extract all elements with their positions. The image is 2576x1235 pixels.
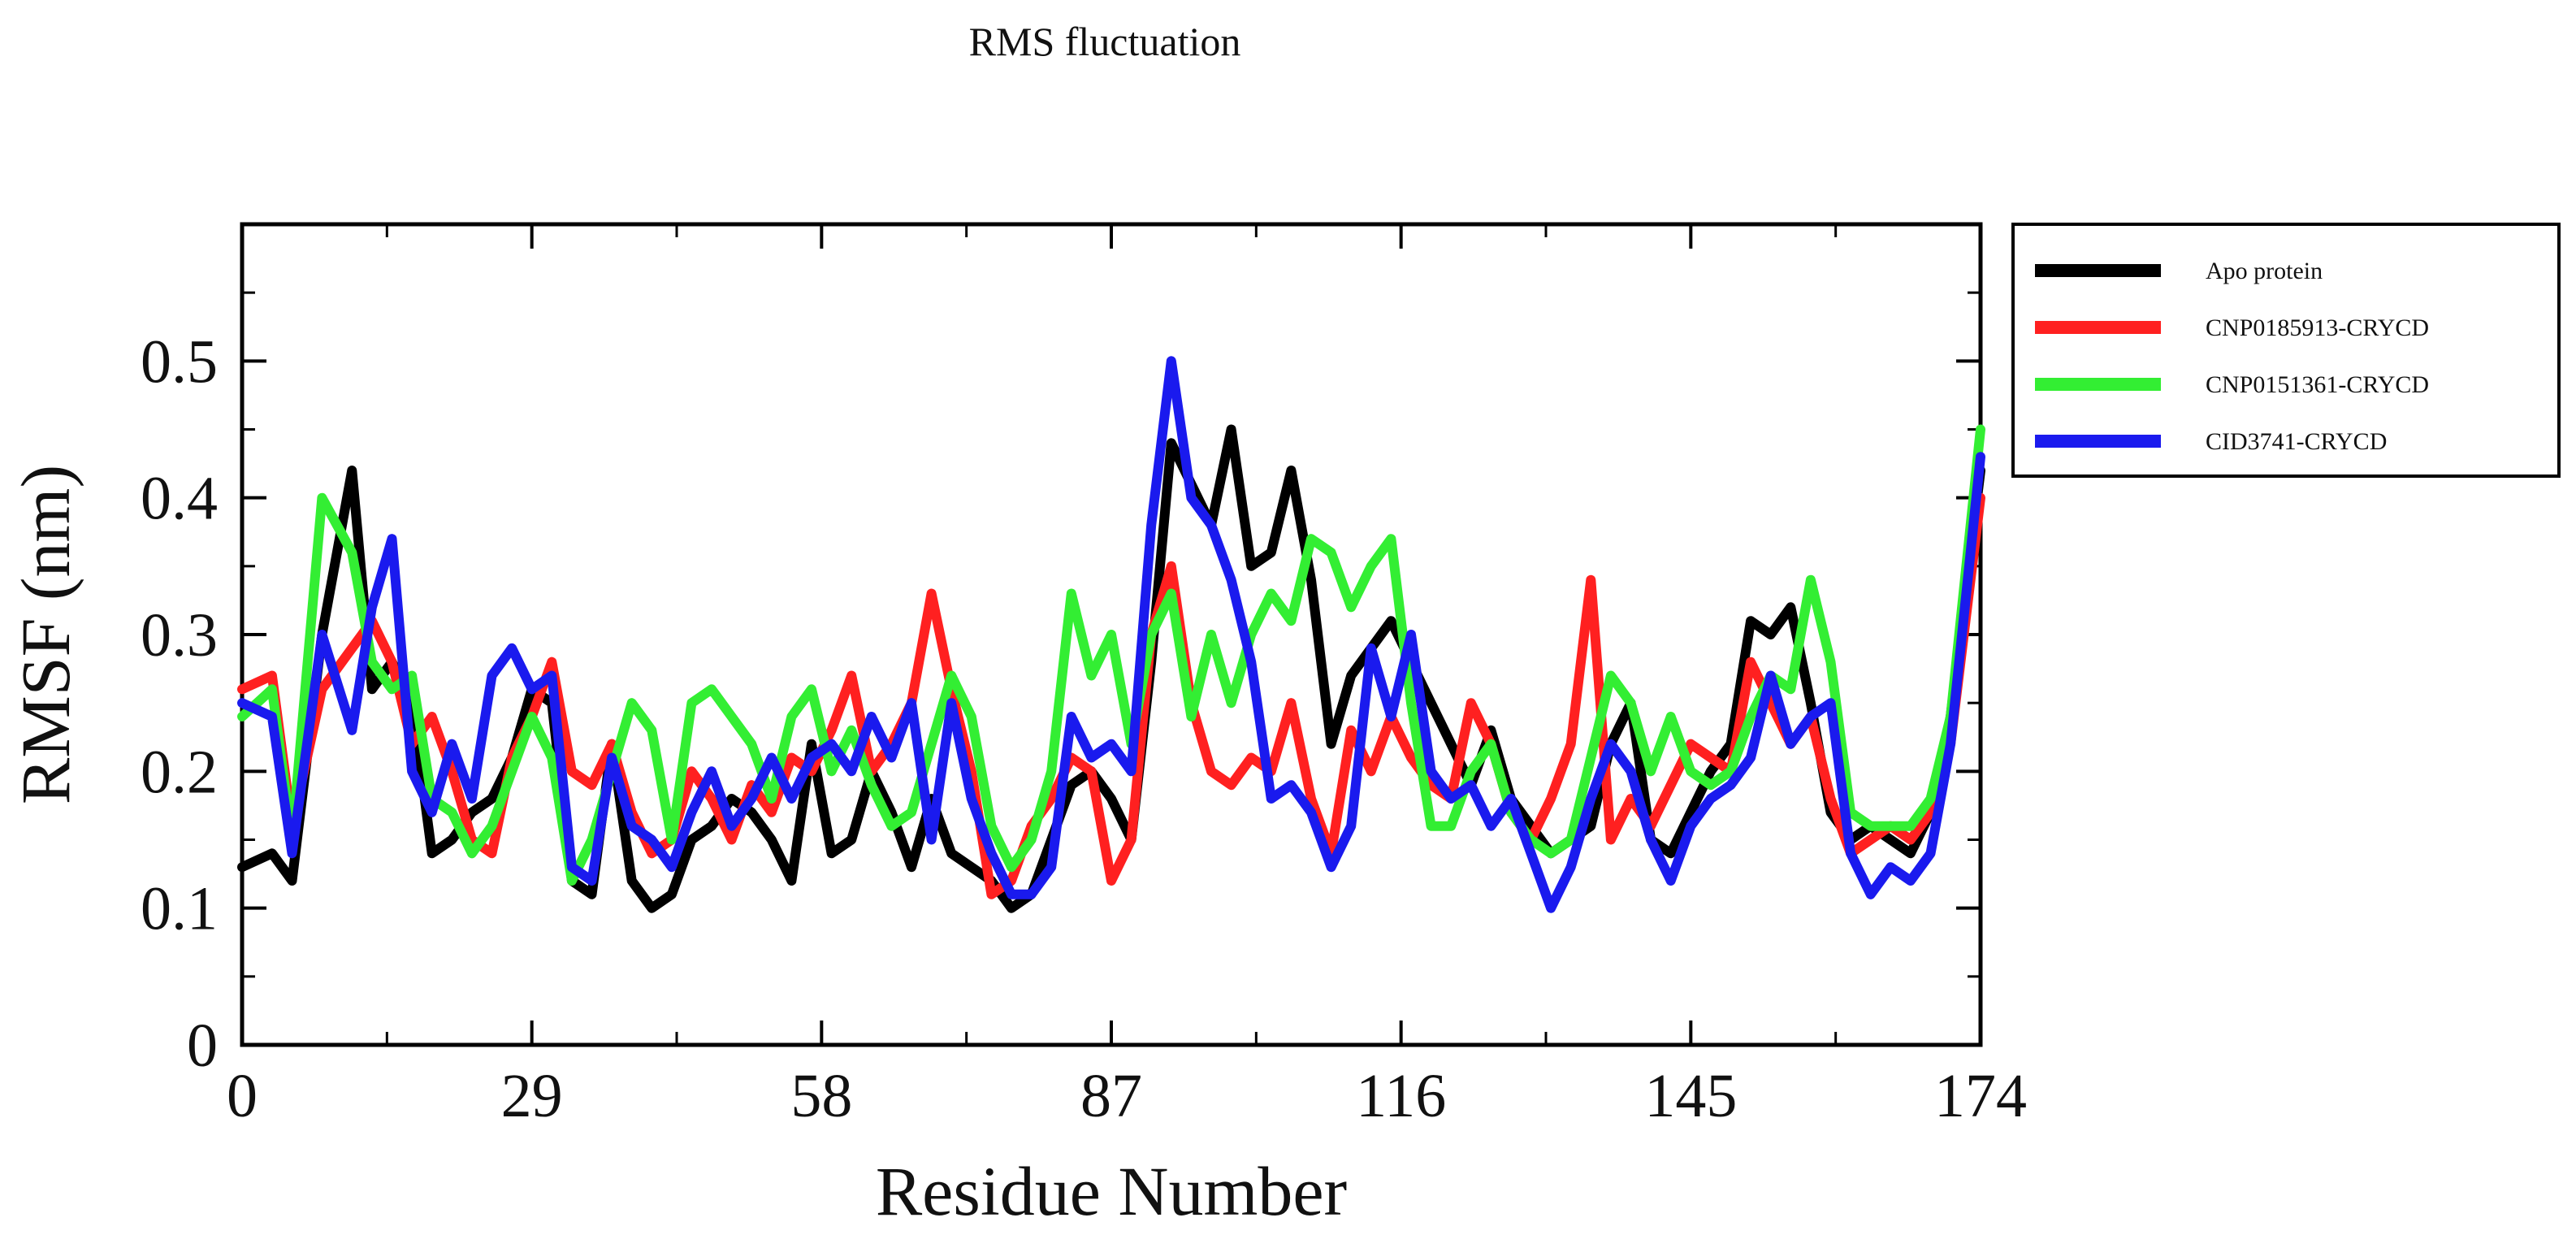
x-tick-label: 145 bbox=[1644, 1062, 1737, 1130]
y-tick-label: 0 bbox=[187, 1012, 218, 1080]
y-tick-label: 0.4 bbox=[141, 465, 218, 533]
x-tick-label: 116 bbox=[1356, 1062, 1446, 1130]
y-tick-label: 0.2 bbox=[141, 738, 218, 806]
legend-label: Apo protein bbox=[2206, 258, 2323, 284]
y-axis-label: RMSF (nm) bbox=[6, 465, 84, 804]
x-axis-label: Residue Number bbox=[876, 1152, 1347, 1230]
legend-label: CID3741-CRYCD bbox=[2206, 428, 2387, 455]
y-axis: 0 0.1 0.2 0.3 0.4 0.5 bbox=[141, 291, 1981, 1080]
x-tick-label: 29 bbox=[501, 1062, 563, 1130]
y-tick-label: 0.5 bbox=[141, 327, 218, 396]
legend-label: CNP0151361-CRYCD bbox=[2206, 371, 2429, 398]
x-tick-label: 58 bbox=[790, 1062, 852, 1130]
chart-title: RMS fluctuation bbox=[969, 19, 1241, 64]
x-tick-label: 87 bbox=[1080, 1062, 1142, 1130]
x-tick-label: 174 bbox=[1934, 1062, 2027, 1130]
series-line-4 bbox=[237, 356, 1985, 913]
y-tick-label: 0.1 bbox=[141, 875, 218, 943]
x-axis: 0 29 58 87 116 145 174 bbox=[227, 224, 2027, 1130]
legend-label: CNP0185913-CRYCD bbox=[2206, 314, 2429, 341]
x-tick-label: 0 bbox=[227, 1062, 258, 1130]
legend: Apo protein CNP0185913-CRYCD CNP0151361-CR… bbox=[2011, 223, 2561, 478]
series-line-3 bbox=[237, 424, 1985, 886]
series-lines bbox=[237, 356, 1985, 913]
y-tick-label: 0.3 bbox=[141, 601, 218, 670]
